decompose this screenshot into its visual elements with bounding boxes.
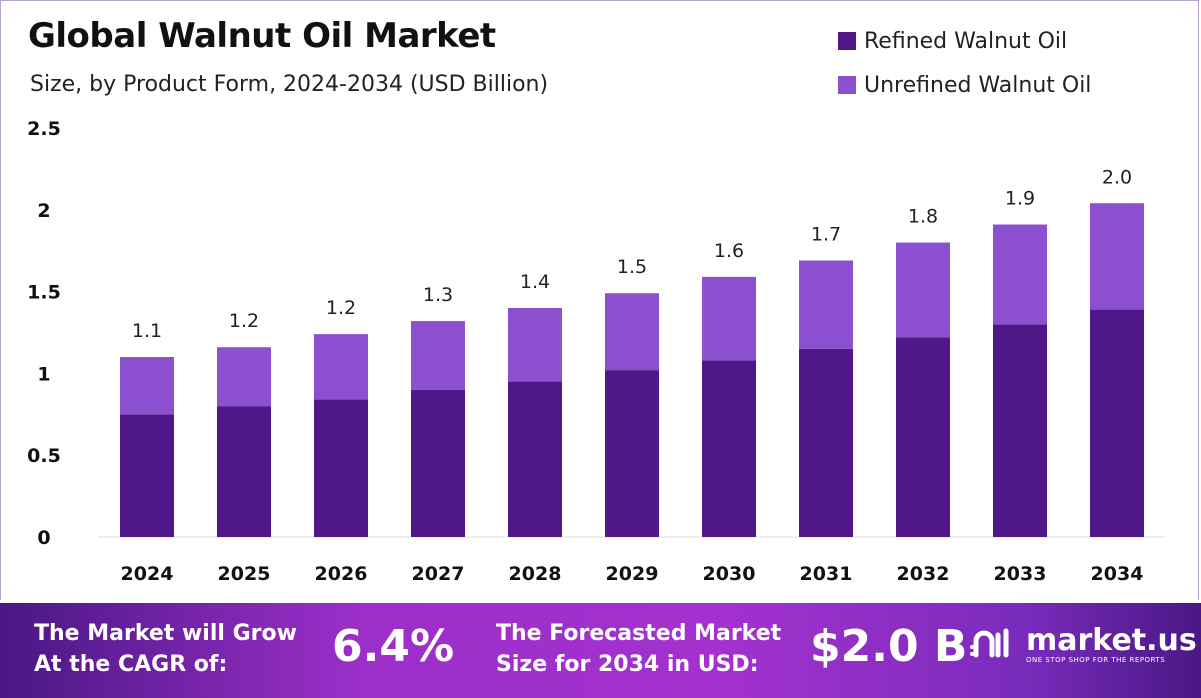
y-tick-label: 2.5 [27, 118, 61, 140]
legend-swatch-unrefined [838, 76, 856, 94]
legend-item-refined: Refined Walnut Oil [838, 26, 1091, 56]
x-tick-label: 2034 [1091, 563, 1144, 585]
data-label: 1.7 [811, 224, 841, 246]
x-tick-label: 2025 [218, 563, 271, 585]
x-tick-label: 2026 [315, 563, 368, 585]
y-tick-label: 0 [37, 527, 50, 549]
bar-refined-2027 [411, 389, 465, 537]
bar-chart: 0 0.5 1 1.5 2 2.5 1.1 2024 1.2 2025 1.2 2026 1.3 2027… [27, 118, 1165, 585]
legend-item-unrefined: Unrefined Walnut Oil [838, 70, 1091, 100]
bar-unrefined-2029 [605, 293, 659, 371]
x-tick-label: 2024 [121, 563, 174, 585]
brand-name: market.us [1026, 623, 1197, 658]
bar-unrefined-2025 [217, 347, 271, 407]
bar-refined-2025 [217, 406, 271, 537]
data-label: 1.3 [423, 284, 453, 306]
x-tick-label: 2033 [994, 563, 1047, 585]
x-tick-label: 2031 [800, 563, 853, 585]
legend: Refined Walnut Oil Unrefined Walnut Oil [838, 26, 1091, 114]
x-tick-label: 2029 [606, 563, 659, 585]
brand-tagline: ONE STOP SHOP FOR THE REPORTS [1026, 656, 1166, 664]
x-tick-label: 2027 [412, 563, 465, 585]
bar-refined-2028 [508, 381, 562, 537]
bar-refined-2031 [799, 348, 853, 537]
bar-unrefined-2024 [120, 357, 174, 415]
cagr-label: The Market will Grow At the CAGR of: [34, 618, 297, 680]
y-tick-label: 0.5 [27, 445, 61, 467]
market-us-logo-icon [970, 628, 1009, 658]
x-tick-label: 2028 [509, 563, 562, 585]
data-label: 1.1 [132, 320, 162, 342]
cagr-label-line2: At the CAGR of: [34, 652, 228, 677]
bar-refined-2034 [1090, 309, 1144, 537]
data-label: 1.6 [714, 240, 744, 262]
cagr-label-line1: The Market will Grow [34, 621, 297, 646]
bar-refined-2026 [314, 399, 368, 537]
bar-unrefined-2028 [508, 307, 562, 382]
bar-unrefined-2030 [702, 276, 756, 361]
data-label: 1.9 [1005, 188, 1035, 210]
forecast-label-line2: Size for 2034 in USD: [496, 652, 759, 677]
bar-unrefined-2034 [1090, 203, 1144, 310]
legend-label: Unrefined Walnut Oil [864, 72, 1092, 98]
data-label: 1.2 [229, 310, 259, 332]
data-label: 2.0 [1102, 166, 1132, 188]
bar-unrefined-2032 [896, 242, 950, 338]
forecast-label-line1: The Forecasted Market [496, 621, 782, 646]
legend-swatch-refined [838, 32, 856, 50]
bar-refined-2024 [120, 414, 174, 537]
bar-unrefined-2027 [411, 321, 465, 390]
forecast-label: The Forecasted Market Size for 2034 in U… [496, 618, 781, 680]
data-label: 1.2 [326, 297, 356, 319]
bar-refined-2033 [993, 324, 1047, 537]
bar-unrefined-2031 [799, 260, 853, 349]
data-label: 1.5 [617, 256, 647, 278]
y-tick-label: 1.5 [27, 282, 61, 304]
legend-label: Refined Walnut Oil [864, 28, 1068, 54]
footer-banner: The Market will Grow At the CAGR of: 6.4… [0, 603, 1201, 698]
cagr-value: 6.4% [332, 621, 455, 672]
bar-unrefined-2033 [993, 224, 1047, 325]
bar-refined-2032 [896, 337, 950, 537]
chart-title: Global Walnut Oil Market [28, 16, 496, 56]
x-tick-label: 2030 [703, 563, 756, 585]
bar-refined-2030 [702, 360, 756, 537]
chart-frame [0, 0, 1199, 600]
brand-logo: market.us ONE STOP SHOP FOR THE REPORTS [970, 625, 1197, 665]
bar-unrefined-2026 [314, 334, 368, 400]
forecast-value: $2.0 B [810, 621, 968, 672]
y-tick-label: 2 [37, 200, 50, 222]
data-label: 1.8 [908, 206, 938, 228]
y-tick-label: 1 [37, 363, 50, 385]
x-tick-label: 2032 [897, 563, 950, 585]
data-label: 1.4 [520, 271, 550, 293]
chart-subtitle: Size, by Product Form, 2024-2034 (USD Bi… [30, 72, 549, 97]
bar-refined-2029 [605, 370, 659, 537]
